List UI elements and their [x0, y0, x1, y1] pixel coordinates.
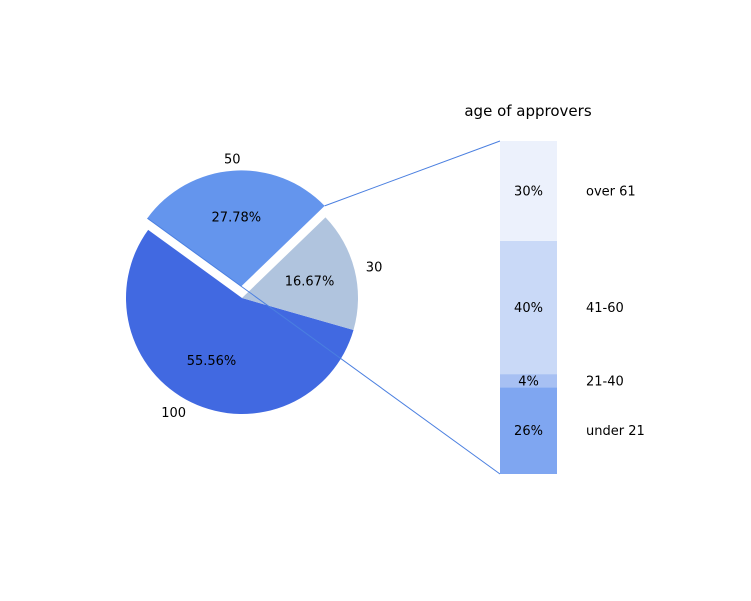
bar-pct-label-2: 40% — [514, 301, 543, 316]
connector-lines — [147, 140, 501, 475]
pie-value-label-0: 100 — [161, 406, 186, 421]
bar-category-label-1: 21-40 — [586, 374, 624, 389]
pie-value-label-1: 30 — [366, 261, 383, 276]
bar-pct-label-3: 30% — [514, 184, 543, 199]
bar-pct-label-0: 26% — [514, 424, 543, 439]
bar-category-label-3: over 61 — [586, 184, 636, 199]
pie-slice-2 — [147, 170, 325, 287]
bar-segment-3 — [500, 141, 557, 241]
pie-pct-label-1: 16.67% — [285, 275, 335, 290]
pie-pct-label-0: 55.56% — [187, 354, 237, 369]
bar-segment-1 — [500, 374, 557, 388]
bar-title: age of approvers — [464, 102, 591, 120]
pie-chart: 55.56% 100 16.67% 30 27.78% 50 — [126, 153, 383, 421]
bar-segment-0 — [500, 387, 557, 474]
pie-slice-0 — [126, 229, 354, 414]
connector-line-bottom — [147, 217, 501, 475]
bar-category-label-2: 41-60 — [586, 301, 624, 316]
bar-pct-label-1: 4% — [518, 374, 539, 389]
bar-segment-2 — [500, 240, 557, 375]
bar-category-label-0: under 21 — [586, 424, 645, 439]
connector-line-top — [324, 140, 501, 207]
stacked-bar-chart: 26% under 21 4% 21-40 40% 41-60 30% over 61 — [500, 141, 645, 474]
pie-pct-label-2: 27.78% — [212, 210, 262, 225]
pie-slice-1 — [242, 217, 358, 330]
pie-value-label-2: 50 — [224, 153, 241, 168]
